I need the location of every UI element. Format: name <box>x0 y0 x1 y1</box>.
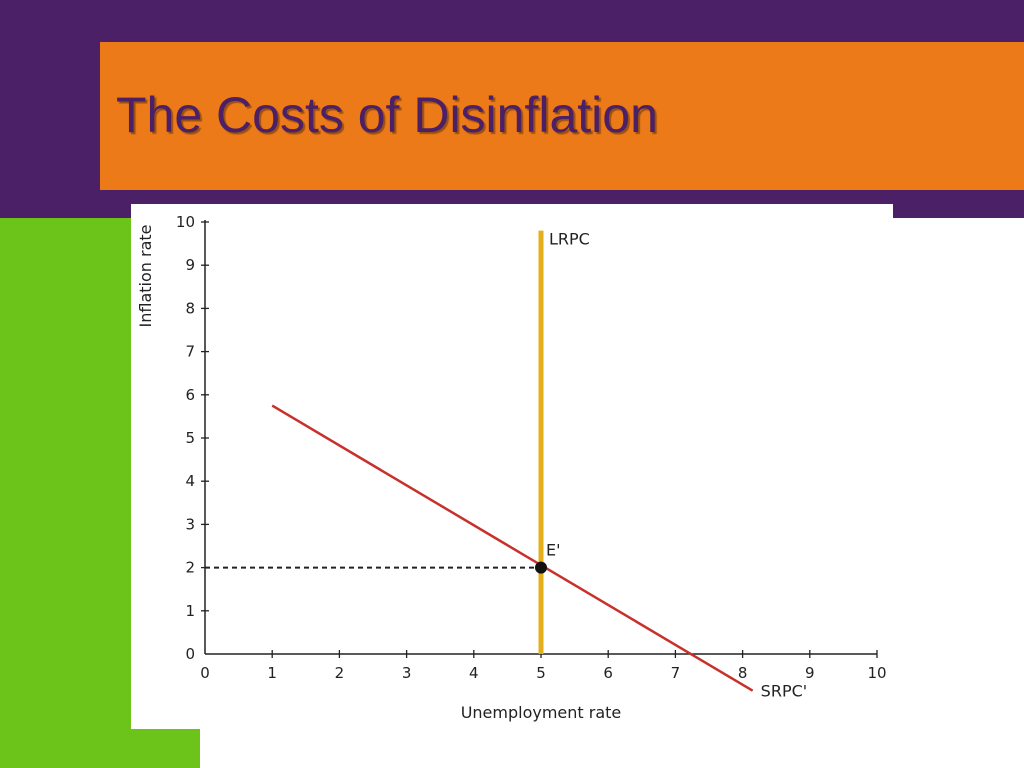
x-tick-label: 9 <box>805 664 815 682</box>
y-tick-label: 10 <box>176 213 195 231</box>
points-layer: E' <box>535 541 561 574</box>
series-line-srpc <box>271 404 754 692</box>
x-tick-label: 4 <box>469 664 479 682</box>
equilibrium-point <box>535 561 547 574</box>
chart-axes: 0 1 2 3 4 5 6 7 8 9 10 0 1 2 3 4 5 6 7 8 9 10 Unemployment r… <box>136 213 887 722</box>
x-tick-label: 7 <box>671 664 681 682</box>
y-tick-label: 5 <box>185 429 195 447</box>
y-tick-label: 2 <box>185 559 195 577</box>
y-tick-label: 7 <box>185 343 195 361</box>
series-layer: LRPC SRPC' <box>205 230 807 701</box>
x-tick-label: 5 <box>536 664 546 682</box>
chart-panel: 0 1 2 3 4 5 6 7 8 9 10 0 1 2 3 4 5 6 7 8 9 10 Unemployment r… <box>131 204 893 729</box>
x-tick-label: 10 <box>867 664 886 682</box>
x-tick-label: 2 <box>335 664 345 682</box>
x-tick-label: 1 <box>267 664 277 682</box>
y-tick-label: 3 <box>185 515 195 533</box>
phillips-curve-chart: 0 1 2 3 4 5 6 7 8 9 10 0 1 2 3 4 5 6 7 8 9 10 Unemployment r… <box>136 213 887 722</box>
slide-title: The Costs of Disinflation <box>116 87 658 143</box>
series-label: LRPC <box>549 230 590 249</box>
title-bar: The Costs of Disinflation <box>100 42 1024 190</box>
x-tick-label: 3 <box>402 664 412 682</box>
y-tick-label: 0 <box>185 645 195 663</box>
x-axis-ticks: 0 1 2 3 4 5 6 7 8 9 10 <box>200 650 887 682</box>
x-tick-label: 6 <box>603 664 613 682</box>
y-tick-label: 1 <box>185 602 195 620</box>
y-tick-label: 6 <box>185 386 195 404</box>
series-label: SRPC' <box>761 682 808 701</box>
y-tick-label: 8 <box>185 299 195 317</box>
y-axis-ticks: 0 1 2 3 4 5 6 7 8 9 10 <box>176 213 209 663</box>
x-tick-label: 0 <box>200 664 210 682</box>
x-tick-label: 8 <box>738 664 748 682</box>
y-tick-label: 4 <box>185 472 195 490</box>
y-tick-label: 9 <box>185 256 195 274</box>
point-label: E' <box>546 541 561 560</box>
x-axis-label: Unemployment rate <box>461 703 622 722</box>
y-axis-label: Inflation rate <box>136 225 155 328</box>
